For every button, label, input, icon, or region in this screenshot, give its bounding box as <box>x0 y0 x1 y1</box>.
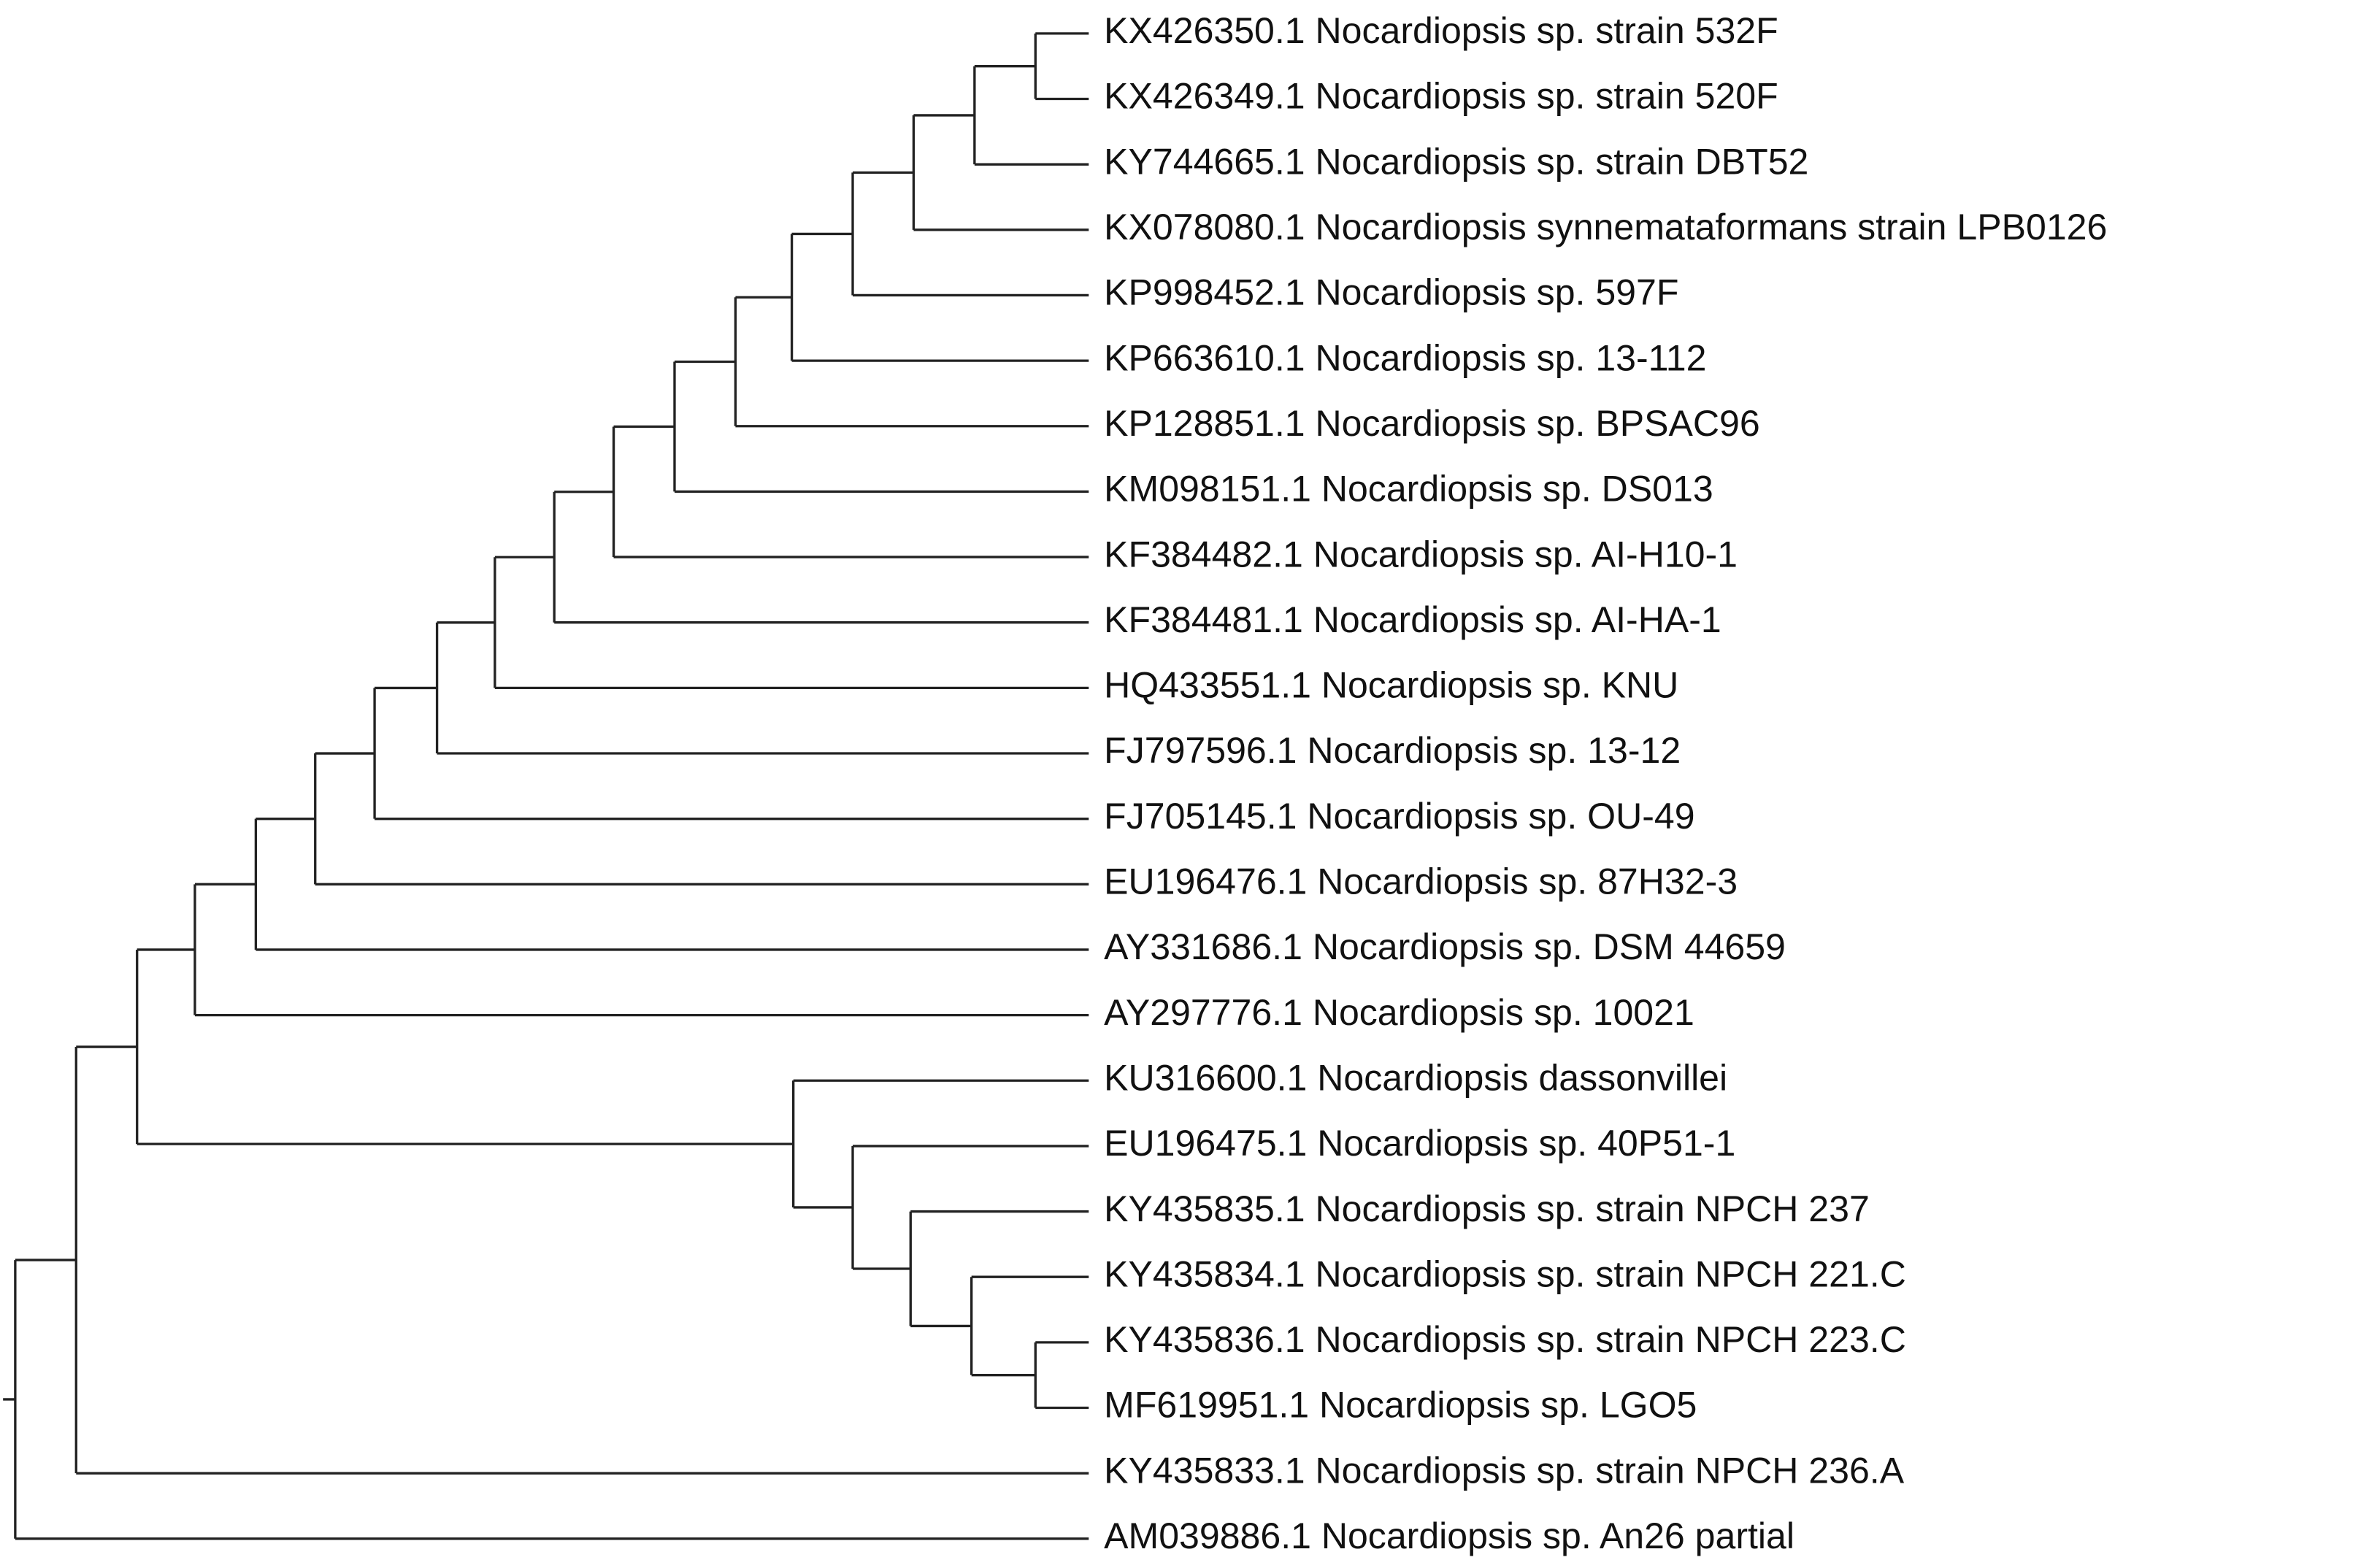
leaf-label: FJ797596.1 Nocardiopsis sp. 13-12 <box>1104 730 1681 771</box>
leaf-label: KX426349.1 Nocardiopsis sp. strain 520F <box>1104 76 1778 117</box>
leaf-label: KM098151.1 Nocardiopsis sp. DS013 <box>1104 469 1713 510</box>
leaf-label: KP128851.1 Nocardiopsis sp. BPSAC96 <box>1104 403 1760 444</box>
leaf-label: MF619951.1 Nocardiopsis sp. LGO5 <box>1104 1385 1697 1426</box>
leaf-label: AY297776.1 Nocardiopsis sp. 10021 <box>1104 992 1694 1033</box>
leaf-label: KF384482.1 Nocardiopsis sp. AI-H10-1 <box>1104 534 1738 575</box>
leaf-label: FJ705145.1 Nocardiopsis sp. OU-49 <box>1104 796 1694 837</box>
leaf-label: KF384481.1 Nocardiopsis sp. AI-HA-1 <box>1104 599 1721 640</box>
leaf-label: KU316600.1 Nocardiopsis dassonvillei <box>1104 1057 1727 1098</box>
leaf-label: KP663610.1 Nocardiopsis sp. 13-112 <box>1104 337 1706 378</box>
leaf-label: KY435835.1 Nocardiopsis sp. strain NPCH … <box>1104 1188 1870 1229</box>
leaf-label: KX426350.1 Nocardiopsis sp. strain 532F <box>1104 10 1778 51</box>
leaf-label: AY331686.1 Nocardiopsis sp. DSM 44659 <box>1104 926 1786 967</box>
leaf-label: EU196476.1 Nocardiopsis sp. 87H32-3 <box>1104 861 1738 902</box>
leaf-label: AM039886.1 Nocardiopsis sp. An26 partial <box>1104 1515 1794 1556</box>
leaf-label: KX078080.1 Nocardiopsis synnemataformans… <box>1104 207 2107 247</box>
leaf-label: KP998452.1 Nocardiopsis sp. 597F <box>1104 272 1678 313</box>
leaf-label: EU196475.1 Nocardiopsis sp. 40P51-1 <box>1104 1123 1735 1164</box>
leaf-label: KY435834.1 Nocardiopsis sp. strain NPCH … <box>1104 1253 1906 1294</box>
leaf-label: KY744665.1 Nocardiopsis sp. strain DBT52 <box>1104 141 1808 182</box>
leaf-label: KY435836.1 Nocardiopsis sp. strain NPCH … <box>1104 1319 1906 1360</box>
leaf-label: KY435833.1 Nocardiopsis sp. strain NPCH … <box>1104 1450 1905 1491</box>
leaf-label: HQ433551.1 Nocardiopsis sp. KNU <box>1104 665 1678 706</box>
